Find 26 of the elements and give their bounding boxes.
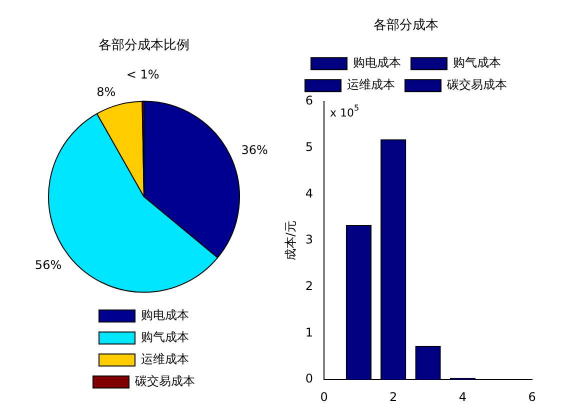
legend-label: 购气成本 xyxy=(453,56,501,70)
x-tick-label: 0 xyxy=(320,390,328,404)
x-tick-label: 4 xyxy=(458,390,466,404)
chart-title: 各部分成本 xyxy=(374,18,438,34)
y-tick-label: 2 xyxy=(305,279,314,294)
data-label: < 1% xyxy=(126,67,160,82)
y-tick-label: 1 xyxy=(305,325,314,340)
y-tick-label: 4 xyxy=(305,186,314,200)
legend-label: 购电成本 xyxy=(141,308,189,322)
legend-label: 运维成本 xyxy=(141,352,189,366)
legend-label: 碳交易成本 xyxy=(446,78,507,92)
y-axis-title: 成本/元 xyxy=(283,220,298,261)
legend-label: 运维成本 xyxy=(347,78,395,92)
legend-label: 碳交易成本 xyxy=(134,374,195,388)
y-tick-label: 5 xyxy=(305,140,314,154)
y-tick-label: 3 xyxy=(305,232,314,247)
x-tick-label: 2 xyxy=(390,390,398,404)
data-label: 56% xyxy=(34,258,62,272)
x-tick-label: 6 xyxy=(528,390,536,404)
y-tick-label: 0 xyxy=(305,372,314,386)
legend-label: 购气成本 xyxy=(141,330,189,344)
data-label: 36% xyxy=(241,143,268,158)
data-label: 8% xyxy=(96,85,116,100)
legend-label: 购电成本 xyxy=(353,56,401,70)
y-tick-label: 6 xyxy=(305,94,314,108)
chart-title: 各部分成本比例 xyxy=(98,38,190,54)
